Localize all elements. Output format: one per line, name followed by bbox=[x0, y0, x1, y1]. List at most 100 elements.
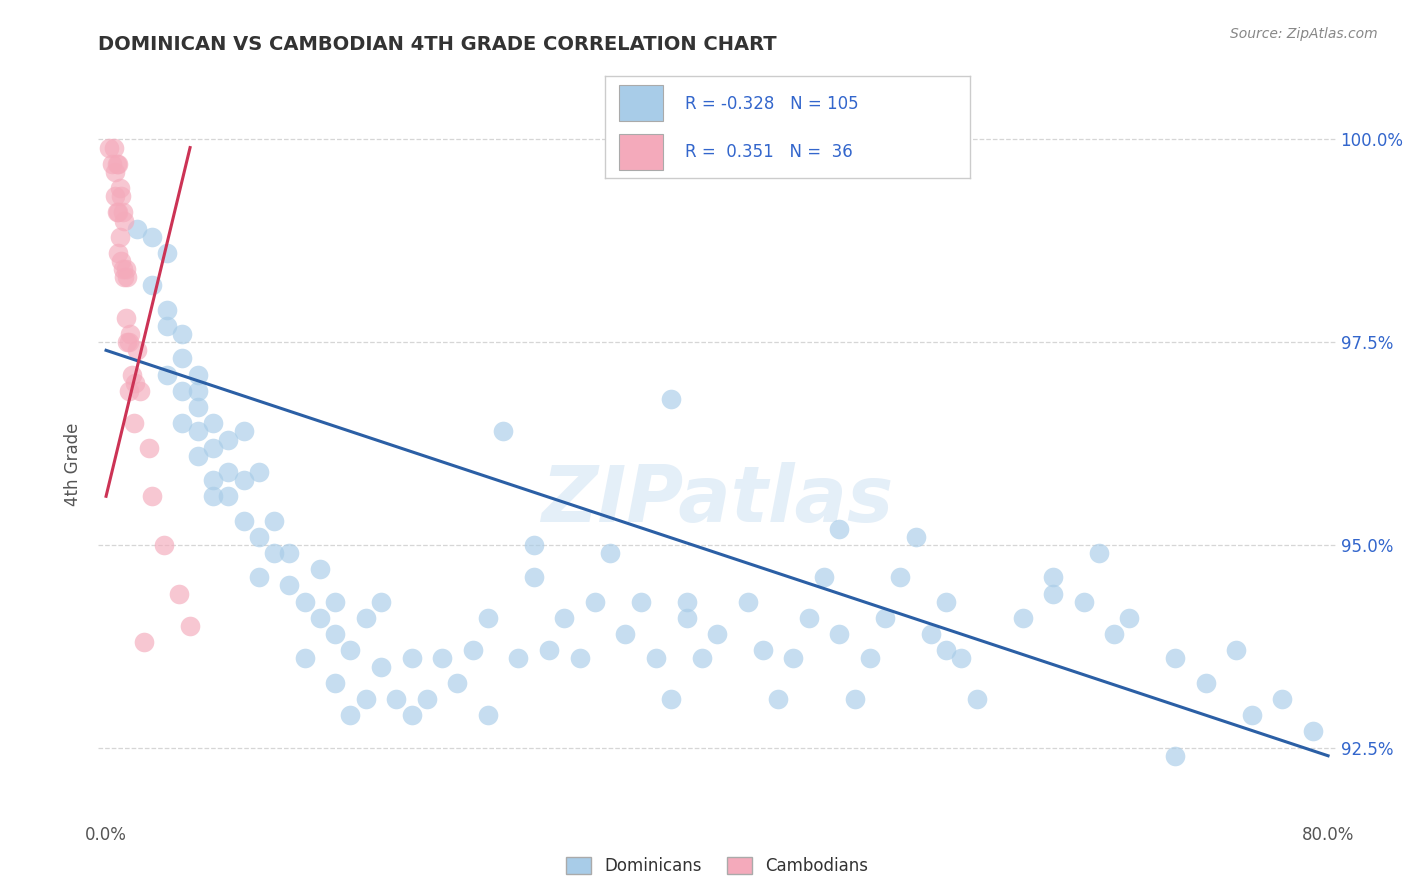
Point bbox=[889, 570, 911, 584]
Point bbox=[108, 229, 131, 244]
Point bbox=[201, 441, 224, 455]
Point bbox=[1164, 748, 1187, 763]
Point bbox=[339, 643, 361, 657]
Point bbox=[645, 651, 668, 665]
Point bbox=[187, 449, 209, 463]
Point bbox=[156, 368, 179, 382]
Point bbox=[920, 627, 942, 641]
Point bbox=[294, 651, 316, 665]
Point bbox=[766, 692, 789, 706]
Point bbox=[614, 627, 637, 641]
Point bbox=[1118, 611, 1140, 625]
Y-axis label: 4th Grade: 4th Grade bbox=[65, 422, 83, 506]
Point bbox=[110, 189, 132, 203]
Point bbox=[1271, 692, 1294, 706]
Point bbox=[111, 262, 134, 277]
Point bbox=[201, 489, 224, 503]
Point bbox=[201, 473, 224, 487]
Point bbox=[169, 586, 191, 600]
Point bbox=[1073, 595, 1095, 609]
Point bbox=[104, 165, 127, 179]
Point bbox=[247, 530, 270, 544]
Point bbox=[179, 619, 201, 633]
Point bbox=[401, 708, 423, 723]
Point bbox=[782, 651, 804, 665]
Point bbox=[247, 570, 270, 584]
Point bbox=[309, 562, 332, 576]
Point bbox=[156, 302, 179, 317]
Point bbox=[1088, 546, 1111, 560]
Point bbox=[508, 651, 530, 665]
Point bbox=[124, 376, 146, 390]
Point bbox=[138, 441, 160, 455]
Point bbox=[370, 595, 392, 609]
Point bbox=[875, 611, 897, 625]
Point bbox=[217, 465, 239, 479]
Point bbox=[111, 205, 134, 219]
Point bbox=[128, 384, 150, 398]
Point bbox=[187, 425, 209, 439]
Point bbox=[1102, 627, 1125, 641]
Point bbox=[125, 343, 148, 358]
Point bbox=[117, 335, 139, 350]
Point bbox=[117, 270, 139, 285]
Point bbox=[156, 318, 179, 333]
Point bbox=[232, 425, 254, 439]
Point bbox=[1195, 675, 1218, 690]
Point bbox=[737, 595, 759, 609]
Point bbox=[1164, 651, 1187, 665]
Legend: Dominicans, Cambodians: Dominicans, Cambodians bbox=[558, 849, 876, 884]
Point bbox=[120, 327, 142, 342]
Point bbox=[217, 489, 239, 503]
Point bbox=[583, 595, 606, 609]
Point bbox=[477, 611, 499, 625]
Point bbox=[354, 692, 377, 706]
Point bbox=[115, 310, 138, 325]
Point bbox=[232, 473, 254, 487]
Point bbox=[107, 157, 129, 171]
Point bbox=[935, 595, 957, 609]
Point bbox=[172, 351, 194, 366]
Point bbox=[309, 611, 332, 625]
Point bbox=[141, 278, 163, 293]
Point bbox=[323, 627, 346, 641]
Text: ZIPatlas: ZIPatlas bbox=[541, 461, 893, 538]
Text: R = -0.328   N = 105: R = -0.328 N = 105 bbox=[685, 95, 859, 112]
Point bbox=[112, 270, 135, 285]
Text: DOMINICAN VS CAMBODIAN 4TH GRADE CORRELATION CHART: DOMINICAN VS CAMBODIAN 4TH GRADE CORRELA… bbox=[98, 35, 778, 54]
Point bbox=[950, 651, 973, 665]
Point bbox=[1302, 724, 1324, 739]
Point bbox=[141, 229, 163, 244]
Point bbox=[385, 692, 408, 706]
Text: Source: ZipAtlas.com: Source: ZipAtlas.com bbox=[1230, 27, 1378, 41]
Point bbox=[828, 627, 851, 641]
Point bbox=[110, 254, 132, 268]
Point bbox=[477, 708, 499, 723]
Point bbox=[675, 595, 697, 609]
Point bbox=[107, 246, 129, 260]
Point bbox=[125, 221, 148, 235]
Point bbox=[98, 140, 121, 154]
Point bbox=[492, 425, 515, 439]
Point bbox=[844, 692, 866, 706]
Point bbox=[107, 205, 129, 219]
Point bbox=[675, 611, 697, 625]
Point bbox=[813, 570, 835, 584]
Point bbox=[118, 384, 141, 398]
Point bbox=[859, 651, 882, 665]
Point bbox=[201, 417, 224, 431]
Point bbox=[278, 578, 301, 592]
Point bbox=[339, 708, 361, 723]
Point bbox=[401, 651, 423, 665]
Point bbox=[523, 538, 546, 552]
Point bbox=[354, 611, 377, 625]
Point bbox=[104, 189, 127, 203]
Bar bbox=[619, 85, 664, 121]
Point bbox=[323, 595, 346, 609]
Point bbox=[568, 651, 591, 665]
Point bbox=[278, 546, 301, 560]
Point bbox=[630, 595, 652, 609]
Point bbox=[247, 465, 270, 479]
Bar bbox=[619, 135, 664, 170]
Point bbox=[659, 392, 682, 406]
